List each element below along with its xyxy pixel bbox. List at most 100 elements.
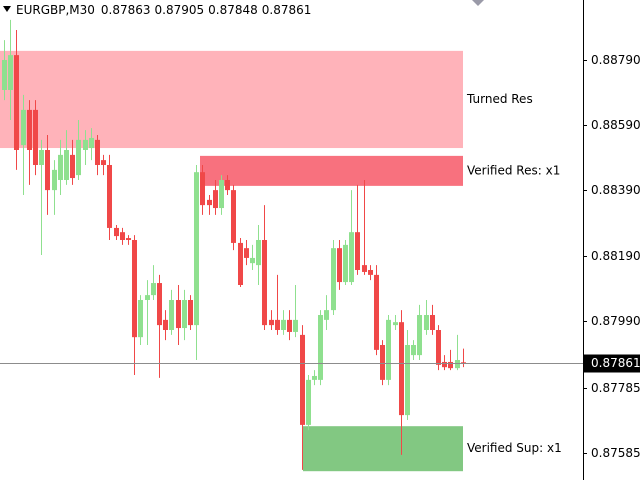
- zone: [0, 50, 463, 149]
- candle-body: [417, 315, 422, 356]
- candle-body: [436, 330, 441, 365]
- zone-label: Turned Res: [466, 92, 533, 106]
- candle-body: [362, 265, 367, 272]
- candle-body: [151, 283, 156, 296]
- candle-body: [331, 248, 336, 311]
- candle-body: [262, 240, 267, 326]
- candle-body: [182, 300, 187, 329]
- candle-body: [306, 379, 311, 425]
- candle-body: [138, 300, 143, 338]
- candle-body: [405, 345, 410, 416]
- candle-body: [132, 240, 137, 338]
- header-high: 0.87905: [155, 3, 205, 17]
- candle-body: [448, 361, 453, 369]
- candle-body: [70, 154, 75, 179]
- candle-body: [337, 248, 342, 283]
- zone: [303, 426, 463, 472]
- candle-body: [380, 345, 385, 380]
- candle-body: [207, 199, 212, 206]
- header-text: EURGBP,M30 0.87863 0.87905 0.87848 0.87861: [16, 3, 311, 17]
- candle-body: [374, 274, 379, 350]
- candle-body: [411, 345, 416, 356]
- y-tick-label: 0.88190: [591, 249, 640, 263]
- candle-body: [225, 180, 230, 191]
- candle-body: [83, 139, 88, 150]
- candle-body: [368, 270, 373, 275]
- candle-body: [157, 283, 162, 326]
- header-low: 0.87848: [208, 3, 258, 17]
- zone-label: Verified Sup: x1: [467, 441, 562, 455]
- y-tick-label: 0.88590: [591, 118, 640, 132]
- candle-body: [281, 319, 286, 330]
- candle-body: [386, 319, 391, 380]
- y-tick-label: 0.87585: [591, 446, 640, 460]
- candle-body: [250, 257, 255, 264]
- candle-body: [14, 55, 19, 150]
- candle-body: [76, 139, 81, 176]
- current-price-box: [584, 354, 640, 373]
- candle-body: [349, 232, 354, 283]
- header-close: 0.87861: [262, 3, 312, 17]
- candle-body: [64, 150, 69, 180]
- candle-body: [188, 300, 193, 326]
- candle-body: [430, 315, 435, 330]
- candle-body: [256, 240, 261, 266]
- zones: Turned Res Verified Res: x1 Verified Sup: …: [0, 50, 562, 472]
- candle-body: [424, 315, 429, 330]
- candle-body: [52, 169, 57, 191]
- candle-body: [293, 319, 298, 332]
- y-tick-label: 0.87785: [591, 381, 640, 395]
- candle-body: [442, 361, 447, 368]
- header: EURGBP,M30 0.87863 0.87905 0.87848 0.87861: [3, 3, 311, 17]
- candle-body: [27, 109, 32, 150]
- candle-body: [176, 300, 181, 329]
- candle-body: [455, 360, 460, 369]
- candle-body: [21, 109, 26, 146]
- y-tick-label: 0.88790: [591, 53, 640, 67]
- candle-body: [461, 362, 466, 364]
- candle-body: [163, 319, 168, 330]
- header-open: 0.87863: [101, 3, 151, 17]
- candle-body: [45, 150, 50, 191]
- candle-body: [114, 227, 119, 237]
- candle-body: [126, 238, 131, 240]
- symbol: EURGBP,M30: [16, 3, 95, 17]
- candle-body: [318, 315, 323, 380]
- current-price-label: 0.87861: [591, 356, 640, 370]
- candle-body: [95, 139, 100, 165]
- candle-body: [355, 232, 360, 270]
- candle-body: [33, 109, 38, 165]
- scroll-marker: [472, 0, 484, 6]
- candles: [2, 19, 466, 470]
- candle-body: [219, 180, 224, 209]
- y-tick-label: 0.88390: [591, 183, 640, 197]
- candle-body: [312, 375, 317, 380]
- candle-body: [107, 165, 112, 228]
- candle-body: [287, 319, 292, 332]
- candle-body: [393, 322, 398, 326]
- header-arrow: [3, 6, 11, 12]
- candle-body: [8, 55, 13, 90]
- candle-body: [244, 248, 249, 258]
- candle-body: [300, 334, 305, 425]
- candle-body: [120, 232, 125, 240]
- candle-body: [343, 244, 348, 283]
- candle-body: [399, 322, 404, 416]
- candle-body: [238, 242, 243, 285]
- candle-body: [2, 60, 7, 90]
- y-tick-label: 0.87990: [591, 314, 640, 328]
- candle-body: [213, 190, 218, 209]
- candle-body: [275, 319, 280, 330]
- zone: [200, 155, 463, 186]
- price-axis: 0.88790 0.88590 0.88390 0.88190 0.87990 0.877…: [583, 53, 640, 460]
- candle-body: [39, 150, 44, 165]
- zone-label: Verified Res: x1: [467, 163, 560, 177]
- candle-body: [324, 310, 329, 320]
- candle-body: [89, 137, 94, 149]
- candle-body: [269, 319, 274, 326]
- candle-body: [200, 172, 205, 206]
- candle-body: [101, 160, 106, 165]
- candle-body: [194, 172, 199, 326]
- candle-body: [231, 190, 236, 243]
